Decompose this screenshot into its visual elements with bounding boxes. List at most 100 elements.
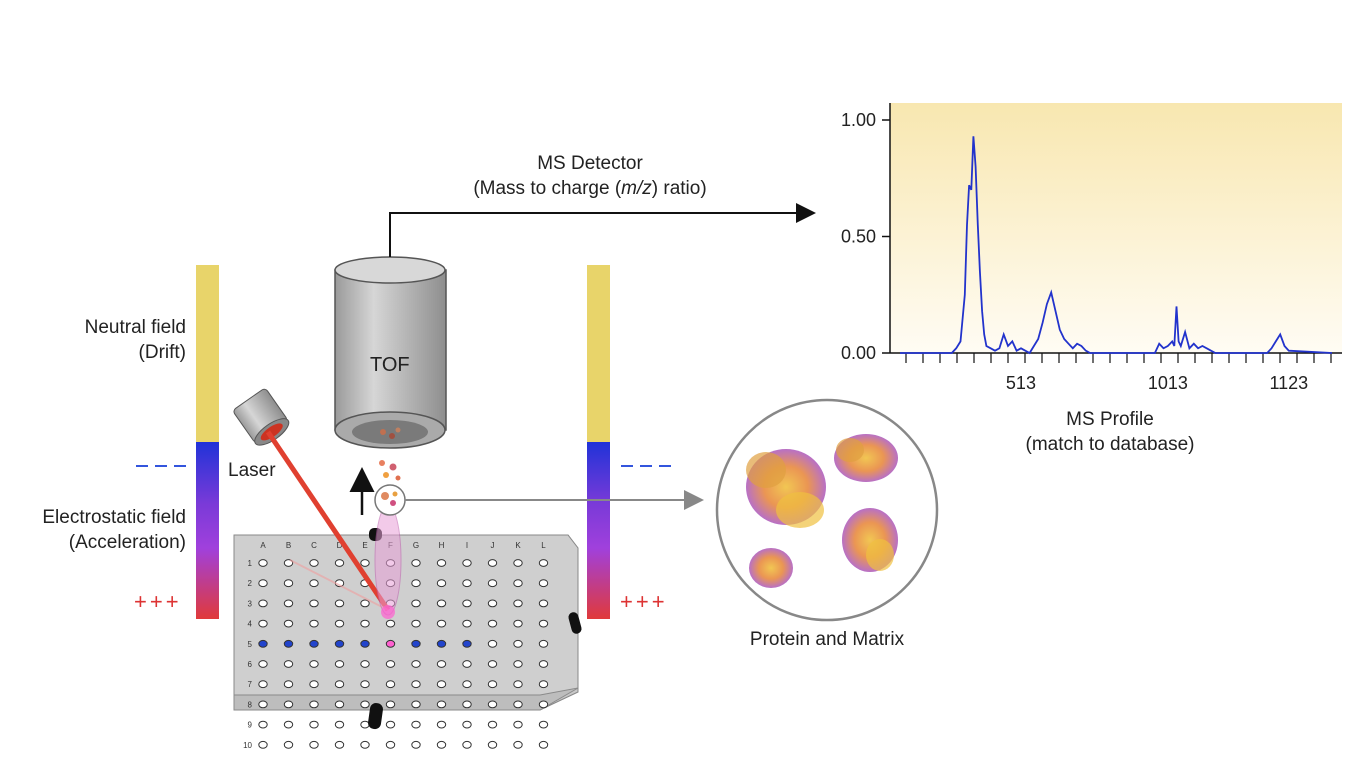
- plate-well: [360, 599, 370, 608]
- plate-well: [487, 559, 498, 567]
- ion-plume: [374, 504, 402, 619]
- ms-detector-label: MS Detector (Mass to charge (m/z) ratio): [420, 152, 760, 201]
- plate-well: [436, 579, 447, 588]
- plate-well: [462, 740, 472, 749]
- plate-well: [360, 619, 370, 628]
- plate-well: [487, 660, 498, 668]
- plate-well: [385, 740, 396, 749]
- plate-well: [385, 639, 396, 648]
- y-tick-label: 0.50: [841, 227, 876, 247]
- plate-well: [385, 720, 396, 729]
- plate-well: [258, 579, 268, 588]
- plate-well: [258, 720, 268, 729]
- laser-reflection: [289, 559, 389, 611]
- acceleration-label: (Acceleration): [68, 531, 186, 553]
- plate-well: [411, 720, 421, 729]
- plate-column-label: G: [413, 541, 419, 550]
- mass-to-charge-suffix: ) ratio): [651, 177, 707, 199]
- plate-well: [436, 720, 447, 729]
- plate-well: [538, 680, 549, 689]
- plate-well: [309, 559, 319, 567]
- plate-row-label: 8: [248, 700, 253, 709]
- plate-well: [487, 639, 498, 648]
- flying-ions: [379, 460, 401, 481]
- tof-tube: [334, 256, 447, 449]
- plate-well: [462, 700, 472, 709]
- plate-well: [360, 680, 370, 689]
- plate-row-label: 9: [248, 721, 253, 730]
- plate-well: [538, 579, 549, 588]
- plate-well: [258, 619, 268, 628]
- protein-cluster: [834, 434, 898, 482]
- y-tick-label: 0.00: [841, 343, 876, 363]
- chart-background: [890, 103, 1342, 353]
- plate-column-label: L: [541, 541, 546, 550]
- plate-well: [360, 700, 370, 709]
- neutral-field-title: Neutral field: [84, 317, 186, 338]
- plate-well: [360, 639, 370, 648]
- plate-well: [436, 660, 447, 668]
- plate-well: [411, 680, 421, 689]
- plate-well: [283, 639, 294, 648]
- plate-well: [334, 599, 345, 608]
- plate-well: [411, 579, 421, 588]
- x-tick-label: 1013: [1148, 373, 1188, 393]
- drift-label: (Drift): [138, 341, 186, 363]
- plate-well: [385, 700, 396, 709]
- plate-well: [283, 680, 294, 689]
- tof-label: TOF: [370, 354, 410, 376]
- plate-well: [360, 740, 370, 749]
- plate-well: [258, 599, 268, 608]
- plate-well: [258, 660, 268, 668]
- plate-well: [487, 579, 498, 588]
- y-ticks: 0.00 0.50 1.00: [841, 110, 890, 363]
- plate-well: [487, 700, 498, 709]
- plate-well: [538, 740, 549, 749]
- plate-well: [411, 639, 421, 648]
- right-plus-signs: +++: [620, 589, 668, 614]
- plate-well: [513, 639, 523, 648]
- plate-well: [513, 660, 523, 668]
- plate-well: [513, 680, 523, 689]
- plate-well: [334, 660, 345, 668]
- plate-well: [538, 639, 549, 648]
- right-neutral-segment: [587, 265, 610, 442]
- plate-well: [513, 559, 523, 567]
- plate-well: [309, 579, 319, 588]
- plate-column-label: A: [260, 541, 266, 550]
- plate-well: [411, 660, 421, 668]
- plate-well: [283, 700, 294, 709]
- plate-well: [309, 639, 319, 648]
- ms-profile-title: MS Profile: [1066, 409, 1154, 430]
- ms-profile-chart: 0.00 0.50 1.00 513 1013 1123: [841, 103, 1342, 393]
- mass-to-charge-label: (Mass to charge (m/z) ratio): [420, 177, 760, 202]
- plate-well: [283, 720, 294, 729]
- plate-well: [411, 599, 421, 608]
- plate-row-label: 1: [248, 559, 253, 568]
- laser-label: Laser: [228, 460, 276, 481]
- plate-well: [513, 720, 523, 729]
- plate-well: [411, 619, 421, 628]
- plate-well: [283, 579, 294, 588]
- plate-well: [334, 639, 345, 648]
- plate-well: [283, 599, 294, 608]
- plate-row-label: 6: [248, 660, 253, 669]
- ms-profile-label: MS Profile (match to database): [980, 408, 1240, 457]
- laser-device: [233, 388, 290, 446]
- plate-well: [487, 740, 498, 749]
- laser-beam: [265, 430, 391, 612]
- plate-clip-right: [568, 612, 582, 634]
- protein-and-matrix-label: Protein and Matrix: [749, 629, 905, 650]
- plate-column-label: E: [362, 541, 367, 550]
- plate-well: [283, 619, 294, 628]
- plate-row-label: 2: [248, 579, 253, 588]
- plate-row-labels: 1 2 3 4 5 6 7 8 9 10: [243, 559, 252, 750]
- x-ticks: 513 1013 1123: [905, 353, 1332, 393]
- plate-well: [487, 720, 498, 729]
- plate-well: [436, 740, 447, 749]
- plate-well: [513, 599, 523, 608]
- right-electrostatic-segment: [587, 442, 610, 619]
- plate-well: [487, 599, 498, 608]
- plate-well: [436, 639, 447, 648]
